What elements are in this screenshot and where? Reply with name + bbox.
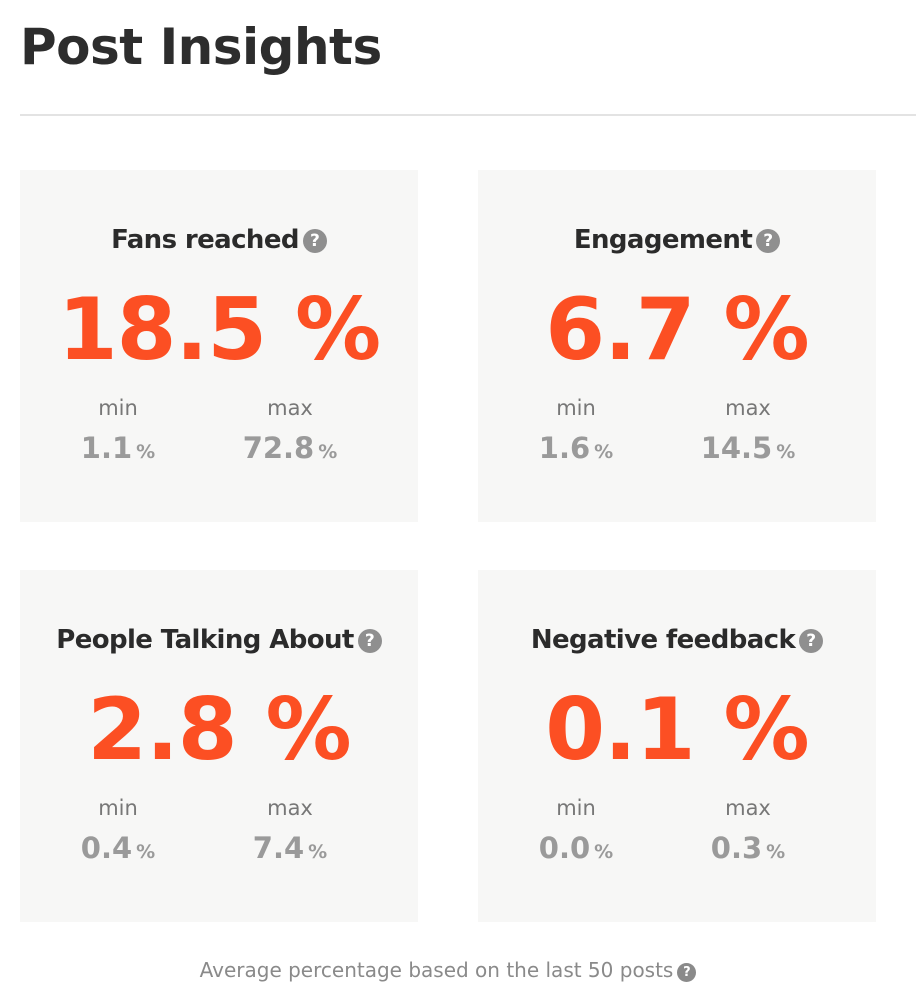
min-number: 0.0	[538, 831, 591, 865]
min-label: min	[556, 396, 596, 420]
page-title: Post Insights	[20, 18, 382, 76]
card-title-label: Engagement	[573, 225, 753, 255]
card-value: 0.1 %	[545, 680, 809, 780]
question-circle-icon[interactable]: ?	[799, 629, 824, 653]
card-title-label: People Talking About	[56, 625, 354, 655]
max-number: 7.4	[252, 831, 305, 865]
min-unit: %	[136, 441, 156, 463]
question-circle-icon[interactable]: ?	[357, 629, 382, 653]
max-value: 72.8%	[210, 428, 370, 472]
card-value: 18.5 %	[57, 280, 381, 380]
max-stat: max 14.5%	[668, 392, 828, 472]
min-value: 1.1%	[38, 428, 198, 472]
max-unit: %	[766, 841, 786, 863]
min-number: 1.1	[80, 431, 133, 465]
min-value: 0.4%	[38, 828, 198, 872]
max-label: max	[725, 796, 771, 820]
min-value: 0.0%	[496, 828, 656, 872]
min-number: 0.4	[80, 831, 133, 865]
max-label: max	[267, 396, 313, 420]
min-stat: min 0.4%	[38, 792, 198, 872]
min-stat: min 0.0%	[496, 792, 656, 872]
max-unit: %	[776, 441, 796, 463]
question-circle-icon[interactable]: ?	[756, 229, 781, 253]
max-number: 0.3	[710, 831, 763, 865]
max-value: 0.3%	[668, 828, 828, 872]
min-label: min	[556, 796, 596, 820]
max-number: 14.5	[700, 431, 773, 465]
min-label: min	[98, 396, 138, 420]
max-stat: max 72.8%	[210, 392, 370, 472]
min-unit: %	[594, 441, 614, 463]
max-unit: %	[308, 841, 328, 863]
max-number: 72.8	[242, 431, 315, 465]
min-number: 1.6	[538, 431, 591, 465]
header-divider	[20, 114, 916, 116]
max-unit: %	[318, 441, 338, 463]
fans-reached-card: Fans reached? 18.5 % min 1.1% max 72.8%	[20, 170, 418, 522]
people-talking-about-card: People Talking About? 2.8 % min 0.4% max…	[20, 570, 418, 922]
card-title-label: Negative feedback	[530, 625, 796, 655]
footnote-text: Average percentage based on the last 50 …	[199, 958, 674, 982]
max-label: max	[267, 796, 313, 820]
card-title-label: Fans reached	[111, 225, 299, 255]
question-circle-icon[interactable]: ?	[677, 963, 697, 982]
min-unit: %	[136, 841, 156, 863]
card-title: Fans reached?	[20, 222, 418, 258]
card-title: Engagement?	[478, 222, 876, 258]
question-circle-icon[interactable]: ?	[302, 229, 327, 253]
negative-feedback-card: Negative feedback? 0.1 % min 0.0% max 0.…	[478, 570, 876, 922]
max-value: 7.4%	[210, 828, 370, 872]
min-stat: min 1.1%	[38, 392, 198, 472]
max-stat: max 0.3%	[668, 792, 828, 872]
card-value: 2.8 %	[87, 680, 351, 780]
max-value: 14.5%	[668, 428, 828, 472]
card-title: Negative feedback?	[478, 622, 876, 658]
footnote: Average percentage based on the last 50 …	[0, 955, 896, 985]
max-label: max	[725, 396, 771, 420]
min-stat: min 1.6%	[496, 392, 656, 472]
min-unit: %	[594, 841, 614, 863]
card-value: 6.7 %	[545, 280, 809, 380]
min-label: min	[98, 796, 138, 820]
max-stat: max 7.4%	[210, 792, 370, 872]
engagement-card: Engagement? 6.7 % min 1.6% max 14.5%	[478, 170, 876, 522]
min-value: 1.6%	[496, 428, 656, 472]
card-title: People Talking About?	[20, 622, 418, 658]
